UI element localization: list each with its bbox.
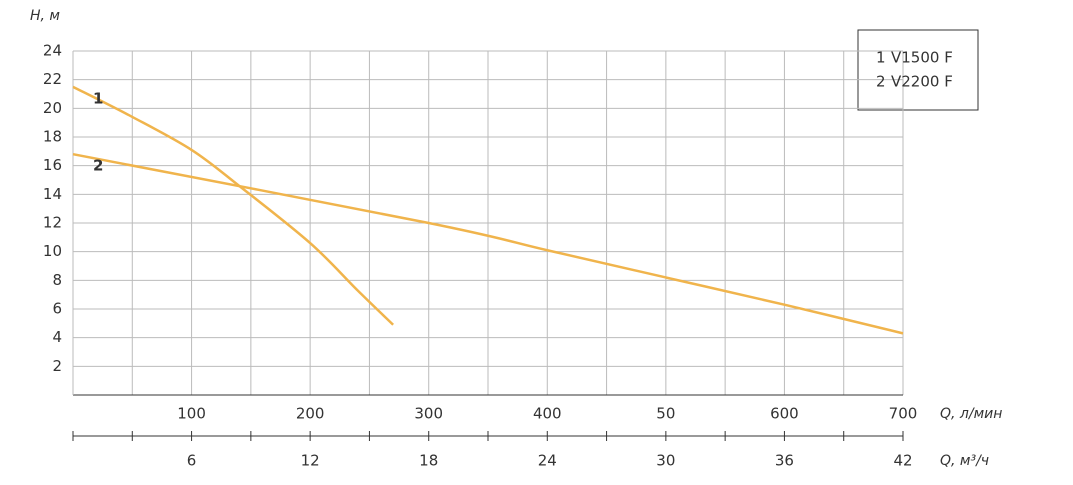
- x-tick-label: 100: [177, 405, 206, 423]
- x2-tick-label: 36: [775, 452, 794, 470]
- x2-tick-label: 18: [419, 452, 438, 470]
- y-axis-label: H, м: [30, 8, 60, 24]
- x-axis-label: Q, л/мин: [940, 406, 1002, 422]
- x2-tick-label: 24: [538, 452, 557, 470]
- y-tick-label: 24: [43, 42, 62, 60]
- x-tick-label: 600: [770, 405, 799, 423]
- legend-label: V1500 F: [891, 49, 953, 67]
- x-tick-label: 200: [296, 405, 325, 423]
- x2-axis-label: Q, м³/ч: [940, 453, 989, 469]
- y-tick-label: 16: [43, 156, 62, 174]
- y-tick-label: 4: [52, 328, 62, 346]
- series-line: [72, 152, 904, 335]
- y-tick-label: 14: [43, 185, 62, 203]
- x2-tick-label: 6: [187, 452, 197, 470]
- x2-tick-label: 42: [893, 452, 912, 470]
- x-tick-label: 300: [414, 405, 443, 423]
- y-tick-label: 22: [43, 70, 62, 88]
- legend-box: [857, 29, 979, 111]
- y-tick-label: 6: [52, 300, 62, 318]
- series-label: 2: [93, 157, 103, 175]
- y-tick-label: 10: [43, 242, 62, 260]
- x2-tick-label: 12: [301, 452, 320, 470]
- x-tick-label: 700: [889, 405, 918, 423]
- x-tick-label: 50: [656, 405, 675, 423]
- y-tick-label: 2: [52, 357, 62, 375]
- series-label: 1: [93, 89, 103, 107]
- legend-number: 1: [876, 49, 886, 67]
- y-tick-label: 8: [52, 271, 62, 289]
- x-tick-label: 400: [533, 405, 562, 423]
- legend-label: V2200 F: [891, 73, 953, 91]
- legend-number: 2: [876, 73, 886, 91]
- y-tick-label: 20: [43, 99, 62, 117]
- x2-tick-label: 30: [656, 452, 675, 470]
- y-tick-label: 18: [43, 128, 62, 146]
- y-tick-label: 12: [43, 214, 62, 232]
